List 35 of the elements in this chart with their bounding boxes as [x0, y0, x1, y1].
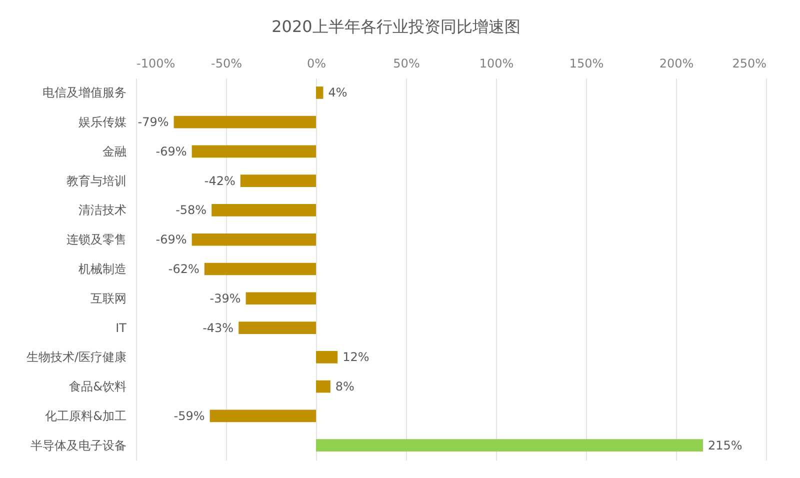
y-tick-label: 生物技术/医疗健康	[26, 350, 126, 364]
data-label: -39%	[210, 291, 241, 306]
y-tick-label: 互联网	[90, 291, 126, 306]
x-tick-label: -50%	[210, 56, 242, 70]
y-tick-label: 教育与培训	[66, 174, 126, 188]
data-label: -58%	[176, 203, 207, 218]
y-tick-label: 清洁技术	[78, 203, 126, 218]
y-tick-label: 金融	[102, 144, 126, 158]
x-tick-label: 250%	[732, 56, 766, 70]
data-label: 215%	[708, 438, 742, 452]
x-tick-label: 50%	[393, 56, 420, 70]
x-tick-label: 100%	[479, 56, 514, 70]
data-label: -62%	[168, 262, 200, 276]
y-tick-label: 连锁及零售	[66, 232, 126, 247]
data-label: -69%	[156, 144, 187, 158]
data-label: -59%	[174, 408, 205, 423]
y-tick-label: 半导体及电子设备	[30, 438, 126, 452]
x-tick-label: 0%	[306, 56, 326, 70]
data-label: 4%	[328, 86, 348, 100]
x-tick-label: -100%	[136, 56, 176, 70]
data-label: -79%	[138, 115, 169, 130]
y-tick-label: IT	[116, 320, 128, 335]
data-label: -42%	[204, 174, 236, 188]
x-tick-label: 200%	[659, 56, 694, 70]
data-label: 8%	[335, 380, 354, 394]
data-label: 12%	[342, 350, 370, 364]
x-tick-label: 150%	[569, 56, 604, 70]
data-label: -43%	[202, 320, 234, 335]
y-tick-label: 机械制造	[78, 262, 126, 276]
data-label: -69%	[156, 232, 187, 247]
chart-title: 2020上半年各行业投资同比增速图	[272, 17, 520, 36]
y-tick-label: 食品&饮料	[69, 380, 126, 394]
y-tick-label: 娱乐传媒	[78, 115, 126, 130]
y-tick-label: 化工原料&加工	[45, 408, 126, 423]
y-tick-label: 电信及增值服务	[42, 86, 126, 100]
